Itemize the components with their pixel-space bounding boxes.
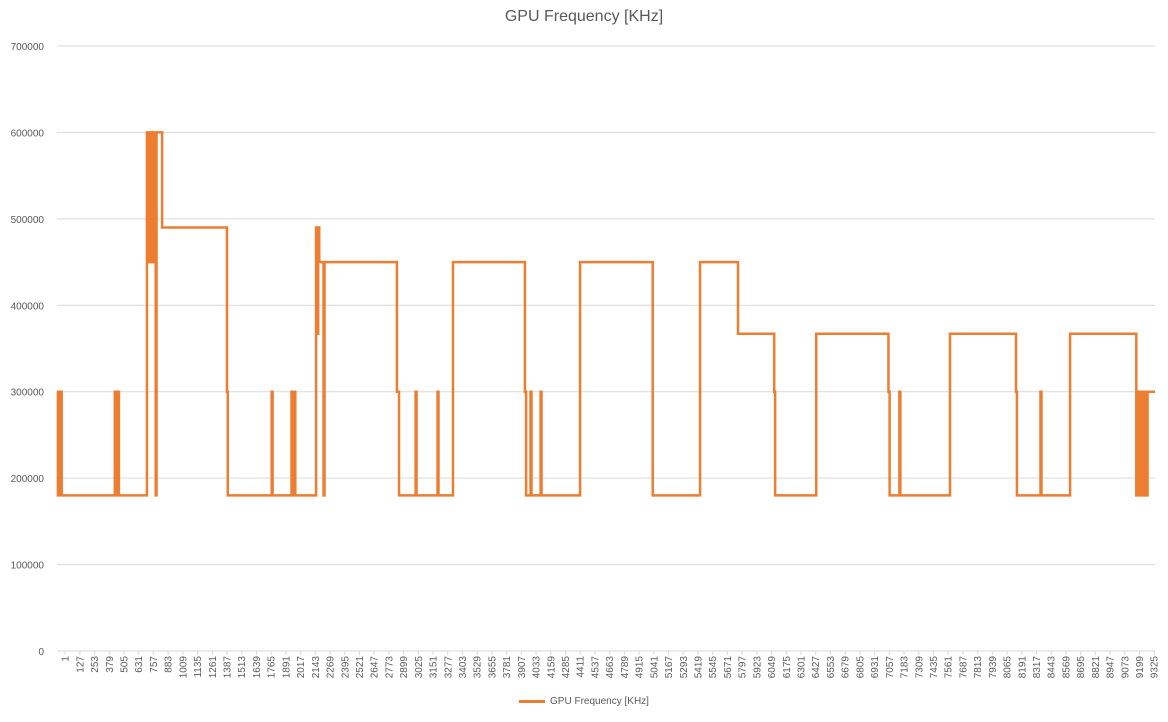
x-tick-label: 8947 (1106, 656, 1117, 679)
x-tick-label: 6553 (826, 656, 837, 679)
x-tick-label: 4159 (546, 656, 557, 679)
x-tick-label: 7435 (929, 656, 940, 679)
x-tick-label: 9199 (1135, 656, 1146, 679)
x-tick-label: 2395 (340, 656, 351, 679)
legend-swatch (519, 700, 546, 703)
x-tick-label: 2143 (311, 656, 322, 679)
x-tick-label: 1009 (178, 656, 189, 679)
x-tick-label: 2899 (399, 656, 410, 679)
x-tick-label: 4663 (605, 656, 616, 679)
x-tick-label: 2773 (384, 656, 395, 679)
x-tick-label: 3277 (443, 656, 454, 679)
x-tick-label: 6049 (767, 656, 778, 679)
x-tick-label: 3025 (414, 656, 425, 679)
x-tick-label: 5545 (708, 656, 719, 679)
x-tick-label: 7309 (914, 656, 925, 679)
x-tick-label: 1261 (208, 656, 219, 679)
x-tick-label: 1 (61, 656, 72, 662)
x-tick-label: 1765 (267, 656, 278, 679)
x-tick-label: 9325 (1150, 656, 1161, 679)
x-tick-label: 631 (134, 656, 145, 673)
x-tick-label: 3151 (429, 656, 440, 679)
y-tick-label: 500000 (11, 215, 45, 226)
x-tick-label: 253 (90, 656, 101, 673)
x-tick-label: 757 (149, 656, 160, 673)
x-tick-label: 8695 (1076, 656, 1087, 679)
x-tick-label: 1513 (237, 656, 248, 679)
x-tick-label: 3907 (517, 656, 528, 679)
x-tick-label: 1387 (223, 656, 234, 679)
x-tick-label: 2521 (355, 656, 366, 679)
y-tick-label: 300000 (11, 388, 45, 399)
x-tick-label: 3403 (458, 656, 469, 679)
x-tick-label: 8443 (1047, 656, 1058, 679)
x-tick-label: 8317 (1032, 656, 1043, 679)
y-tick-label: 700000 (11, 42, 45, 53)
x-tick-label: 4537 (590, 656, 601, 679)
legend-label: GPU Frequency [KHz] (550, 696, 649, 707)
x-tick-label: 8569 (1061, 656, 1072, 679)
y-tick-label: 0 (38, 647, 44, 658)
x-tick-label: 6931 (870, 656, 881, 679)
x-tick-label: 379 (105, 656, 116, 673)
x-tick-label: 6679 (841, 656, 852, 679)
x-tick-label: 5293 (679, 656, 690, 679)
y-tick-label: 400000 (11, 301, 45, 312)
x-tick-label: 4411 (576, 656, 587, 678)
x-tick-label: 3655 (487, 656, 498, 679)
x-tick-label: 5167 (664, 656, 675, 679)
x-tick-label: 5923 (752, 656, 763, 679)
y-tick-label: 200000 (11, 474, 45, 485)
x-tick-label: 5419 (693, 656, 704, 679)
x-tick-label: 2269 (326, 656, 337, 679)
x-tick-label: 2647 (370, 656, 381, 679)
x-tick-label: 2017 (296, 656, 307, 679)
series-line (56, 131, 1155, 497)
x-tick-label: 505 (119, 656, 130, 673)
x-tick-label: 5671 (723, 656, 734, 679)
x-tick-label: 5797 (738, 656, 749, 679)
x-tick-label: 7057 (885, 656, 896, 679)
x-tick-label: 127 (75, 656, 86, 673)
x-tick-label: 6301 (797, 656, 808, 679)
x-tick-label: 1135 (193, 656, 204, 678)
x-tick-label: 7687 (958, 656, 969, 679)
x-tick-label: 883 (164, 656, 175, 673)
x-tick-label: 6427 (811, 656, 822, 679)
x-tick-label: 8065 (1003, 656, 1014, 679)
x-tick-label: 7561 (944, 656, 955, 679)
x-tick-label: 4789 (620, 656, 631, 679)
x-tick-label: 4033 (532, 656, 543, 679)
x-tick-label: 8821 (1091, 656, 1102, 679)
legend: GPU Frequency [KHz] (0, 696, 1168, 707)
x-tick-label: 5041 (649, 656, 660, 679)
x-tick-label: 6805 (855, 656, 866, 679)
x-tick-label: 7939 (988, 656, 999, 679)
x-tick-label: 7813 (973, 656, 984, 679)
chart-title: GPU Frequency [KHz] (504, 8, 664, 25)
x-tick-label: 9073 (1120, 656, 1131, 679)
x-tick-label: 4285 (561, 656, 572, 679)
x-tick-label: 6175 (782, 656, 793, 679)
x-tick-label: 4915 (635, 656, 646, 679)
x-tick-label: 8191 (1017, 656, 1028, 679)
x-tick-label: 3529 (473, 656, 484, 679)
x-tick-label: 7183 (900, 656, 911, 679)
x-tick-label: 1639 (252, 656, 263, 679)
y-tick-label: 100000 (11, 561, 45, 572)
y-tick-label: 600000 (11, 128, 45, 139)
x-tick-label: 1891 (281, 656, 292, 679)
x-tick-label: 3781 (502, 656, 513, 679)
